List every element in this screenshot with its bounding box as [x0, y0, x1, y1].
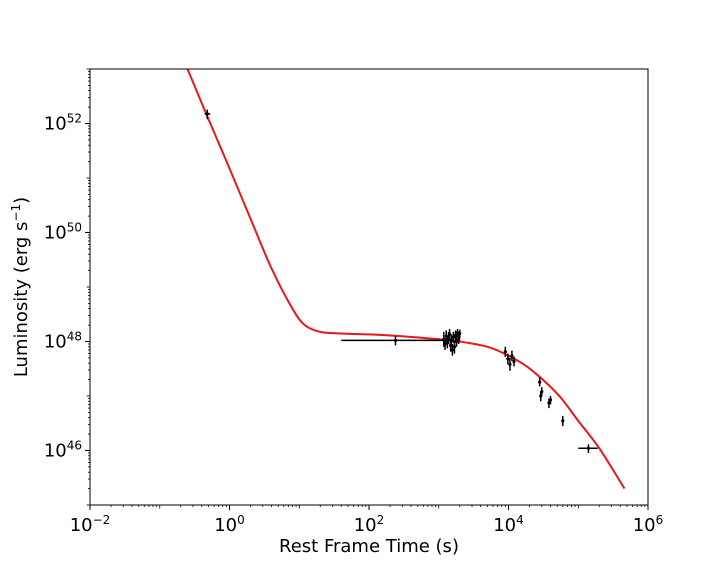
point-marker: [205, 112, 209, 116]
data-point: [454, 336, 459, 347]
data-point: [561, 415, 565, 427]
point-marker: [458, 331, 462, 336]
x-tick-label: 102: [354, 513, 385, 536]
point-marker: [450, 348, 455, 352]
data-point: [458, 329, 462, 339]
point-marker: [540, 390, 544, 394]
x-tick-label: 10−2: [70, 513, 111, 536]
point-marker: [443, 342, 447, 346]
point-marker: [538, 380, 542, 384]
x-axis-title: Rest Frame Time (s): [279, 536, 459, 557]
point-marker: [393, 338, 398, 342]
data-point: [538, 377, 542, 387]
point-marker: [586, 446, 591, 450]
point-marker: [512, 359, 516, 364]
data-point: [503, 346, 507, 357]
point-marker: [547, 401, 551, 405]
point-marker: [444, 334, 448, 338]
y-axis-title-main: Luminosity (erg s: [11, 222, 32, 378]
model-curve-layer: [186, 69, 626, 490]
data-point: [450, 343, 455, 356]
data-point: [341, 336, 452, 346]
point-marker: [454, 339, 459, 344]
data-point: [548, 396, 553, 405]
point-marker: [457, 337, 461, 341]
data-point: [508, 357, 512, 371]
data-point: [449, 334, 454, 347]
point-marker: [506, 357, 510, 361]
point-marker: [452, 345, 457, 349]
point-marker: [508, 362, 512, 367]
x-tick-label: 104: [493, 513, 524, 536]
data-point: [443, 338, 447, 350]
point-marker: [453, 333, 458, 337]
data-point: [452, 340, 457, 354]
point-marker: [449, 338, 454, 342]
y-tick-label: 1046: [44, 439, 82, 462]
data-point: [457, 334, 461, 344]
point-marker: [510, 354, 514, 358]
data-point: [578, 444, 598, 453]
data-point: [453, 330, 458, 341]
point-marker: [561, 419, 565, 423]
data-point: [512, 356, 516, 367]
data-point: [506, 353, 510, 365]
data-point: [510, 350, 514, 361]
point-marker: [447, 332, 452, 336]
point-marker: [548, 398, 553, 402]
y-axis-title: Luminosity (erg s−1): [9, 197, 32, 377]
y-tick-label: 1050: [44, 221, 82, 244]
data-point: [204, 109, 211, 120]
y-axis-title-exponent: −1: [9, 204, 23, 222]
y-axis-title-close: ): [11, 197, 32, 204]
x-tick-label: 106: [633, 513, 664, 536]
model-fit-line: [186, 69, 626, 490]
x-tick-label: 100: [214, 513, 245, 536]
y-tick-label: 1052: [44, 112, 82, 135]
y-tick-label: 1048: [44, 330, 82, 353]
data-point: [540, 387, 544, 396]
data-point: [451, 331, 455, 343]
point-marker: [451, 335, 455, 339]
plot-frame: [89, 68, 649, 506]
data-point: [447, 328, 452, 340]
data-points-layer: [204, 109, 598, 453]
data-point: [444, 330, 448, 342]
point-marker: [503, 350, 507, 354]
ticks-layer: 10−2 100 102 104 106 1046 1048 1050 1052: [44, 68, 664, 536]
